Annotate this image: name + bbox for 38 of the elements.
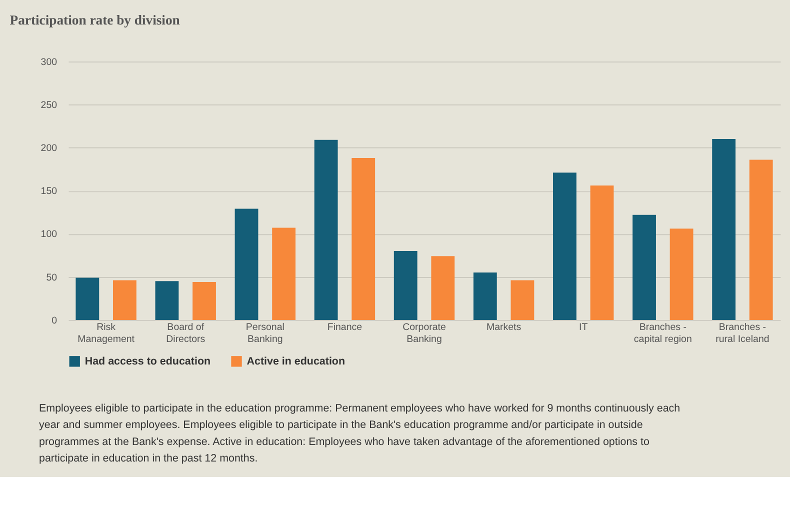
bar — [192, 282, 216, 320]
bar — [155, 281, 179, 320]
y-tick-label: 200 — [40, 143, 58, 154]
bar — [314, 140, 338, 320]
x-tick-label: Markets — [486, 322, 522, 334]
y-tick-label: 300 — [40, 56, 58, 68]
x-tick-label: Finance — [327, 322, 362, 334]
legend-label: Had access to education — [84, 355, 211, 368]
y-tick-label: 0 — [52, 315, 58, 326]
bar — [76, 278, 100, 320]
x-tick-label: Board of Directors — [166, 322, 206, 345]
chart-title: Participation rate by division — [10, 12, 180, 28]
y-tick-label: 100 — [40, 229, 58, 240]
x-tick-label: Corporate Banking — [402, 322, 446, 345]
bar — [272, 228, 296, 320]
bar — [670, 228, 694, 320]
bar — [431, 256, 455, 320]
x-tick-label: Branches - capital region — [634, 322, 692, 345]
bar — [632, 214, 656, 320]
bar — [510, 280, 534, 320]
bar — [234, 208, 258, 320]
bar — [473, 272, 497, 320]
legend-label: Active in education — [246, 355, 346, 368]
bar — [749, 160, 773, 320]
y-tick-label: 250 — [40, 100, 58, 111]
x-tick-label: IT — [579, 322, 588, 334]
bar — [712, 139, 736, 320]
y-tick-label: 50 — [46, 272, 58, 284]
x-tick-label: Risk Management — [78, 322, 135, 345]
bar — [590, 186, 614, 320]
x-tick-label: Personal Banking — [246, 322, 284, 345]
bar — [113, 280, 136, 320]
bar — [394, 251, 418, 320]
x-tick-label: Branches - rural Iceland — [716, 322, 770, 345]
text: Employees eligible to participate in the education programme: Permanent employees who have worked for 9 months continuously each year and summer employees. Employees eligible to participate in the Bank's education programme and/or participate in outside programmes at the Bank's expense. Active in education: Employees who have taken advantage of the aforementioned options to participate in education in the past 12 months. — [39, 402, 680, 464]
y-tick-label: 150 — [40, 186, 58, 198]
bar — [553, 172, 576, 320]
bar — [352, 158, 376, 320]
